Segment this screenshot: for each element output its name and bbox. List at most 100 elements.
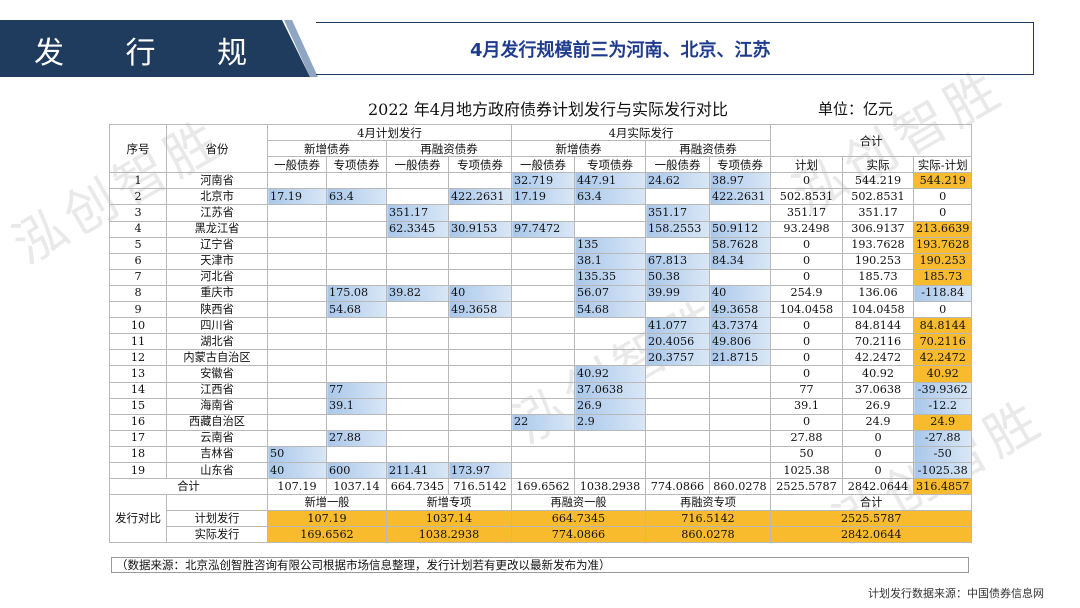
value-cell: 351.17 [645, 204, 710, 222]
value-cell [386, 381, 449, 399]
compare-plan-value: 716.5142 [645, 510, 771, 528]
table-row: 13 安徽省 40.92 0 40.92 40.92 [109, 365, 973, 383]
compare-header: 新增专项 [386, 494, 512, 512]
value-cell [511, 429, 575, 447]
value-cell [267, 397, 327, 415]
value-cell [267, 268, 327, 286]
table-row: 5 辽宁省 135 58.7628 0 193.7628 193.7628 [109, 236, 973, 254]
total-plan-cell: 27.88 [770, 429, 843, 447]
total-plan-cell: 0 [770, 268, 843, 286]
total-actual-cell: 40.92 [842, 365, 914, 383]
value-cell [574, 220, 646, 238]
total-actual-cell: 26.9 [842, 397, 914, 415]
value-cell [709, 429, 771, 447]
value-cell [326, 220, 387, 238]
value-cell: 37.0638 [574, 381, 646, 399]
total-plan-cell: 0 [770, 365, 843, 383]
value-cell: 22 [511, 413, 575, 431]
value-cell: 27.88 [326, 429, 387, 447]
total-plan-cell: 502.8531 [770, 188, 843, 206]
value-cell [448, 252, 512, 270]
row-number: 17 [109, 429, 167, 447]
subtitle-box [316, 22, 1034, 75]
compare-plan-label: 计划发行 [166, 510, 268, 528]
value-cell [386, 317, 449, 335]
value-cell [448, 397, 512, 415]
total-plan-cell: 0 [770, 413, 843, 431]
value-cell [326, 268, 387, 286]
value-cell [267, 381, 327, 399]
total-actual-cell: 136.06 [842, 284, 914, 303]
value-cell: 38.97 [709, 172, 771, 190]
total-diff-cell: 213.6639 [912, 220, 973, 238]
total-diff-cell: -27.88 [912, 429, 973, 447]
compare-actual-value: 774.0866 [511, 526, 646, 544]
header-special: 专项债券 [448, 156, 512, 174]
value-cell [386, 397, 449, 415]
total-diff-cell: -12.2 [912, 397, 973, 415]
total-actual-cell: 0 [842, 461, 914, 480]
row-province: 海南省 [166, 397, 268, 415]
total-diff-cell: 0 [912, 188, 973, 206]
total-actual-cell: 351.17 [842, 204, 914, 222]
header-seq: 序号 [109, 123, 167, 174]
value-cell [326, 445, 387, 463]
compare-empty [166, 494, 268, 512]
value-cell [448, 172, 512, 190]
table-row: 19 山东省 40 600 211.41 173.97 1025.38 0 -1025.38 [109, 461, 973, 480]
table-row: 11 湖北省 20.4056 49.806 0 70.2116 70.2116 [109, 333, 973, 351]
value-cell [511, 236, 575, 254]
value-cell [386, 268, 449, 286]
total-value: 774.0866 [645, 478, 710, 496]
value-cell: 50 [267, 445, 327, 463]
total-diff-cell: 0 [912, 204, 973, 222]
row-number: 2 [109, 188, 167, 206]
total-diff-cell: 0 [912, 301, 973, 319]
row-number: 12 [109, 349, 167, 367]
compare-header: 再融资专项 [645, 494, 771, 512]
table-row: 7 河北省 135.35 50.38 0 185.73 185.73 [109, 268, 973, 286]
total-plan-cell: 0 [770, 317, 843, 335]
row-number: 3 [109, 204, 167, 222]
value-cell [709, 397, 771, 415]
value-cell: 97.7472 [511, 220, 575, 238]
value-cell [645, 445, 710, 463]
total-actual-cell: 104.0458 [842, 301, 914, 319]
value-cell: 40 [267, 461, 327, 480]
value-cell [267, 236, 327, 254]
row-province: 重庆市 [166, 284, 268, 303]
total-actual-cell: 42.2472 [842, 349, 914, 367]
value-cell [386, 349, 449, 367]
row-province: 北京市 [166, 188, 268, 206]
value-cell: 77 [326, 381, 387, 399]
value-cell [511, 268, 575, 286]
value-cell: 21.8715 [709, 349, 771, 367]
total-diff-cell: 84.8144 [912, 317, 973, 335]
value-cell [386, 429, 449, 447]
value-cell [386, 188, 449, 206]
table-row: 10 四川省 41.077 43.7374 0 84.8144 84.8144 [109, 317, 973, 335]
value-cell [645, 301, 710, 319]
value-cell [326, 172, 387, 190]
row-province: 湖北省 [166, 333, 268, 351]
total-plan-cell: 104.0458 [770, 301, 843, 319]
row-province: 江苏省 [166, 204, 268, 222]
total-label: 合计 [109, 478, 268, 496]
table-row: 16 西藏自治区 22 2.9 0 24.9 24.9 [109, 413, 973, 431]
value-cell: 30.9153 [448, 220, 512, 238]
value-cell [448, 445, 512, 463]
footer-source: 计划发行数据来源：中国债券信息网 [868, 587, 1044, 600]
value-cell: 26.9 [574, 397, 646, 415]
value-cell [511, 445, 575, 463]
row-province: 安徽省 [166, 365, 268, 383]
value-cell [574, 333, 646, 351]
row-province: 天津市 [166, 252, 268, 270]
table-title: 2022 年4月地方政府债券计划发行与实际发行对比 [368, 100, 728, 119]
value-cell [326, 349, 387, 367]
value-cell [448, 365, 512, 383]
value-cell [326, 317, 387, 335]
row-province: 江西省 [166, 381, 268, 399]
total-value: 664.7345 [386, 478, 449, 496]
value-cell: 54.68 [326, 301, 387, 319]
value-cell [709, 445, 771, 463]
